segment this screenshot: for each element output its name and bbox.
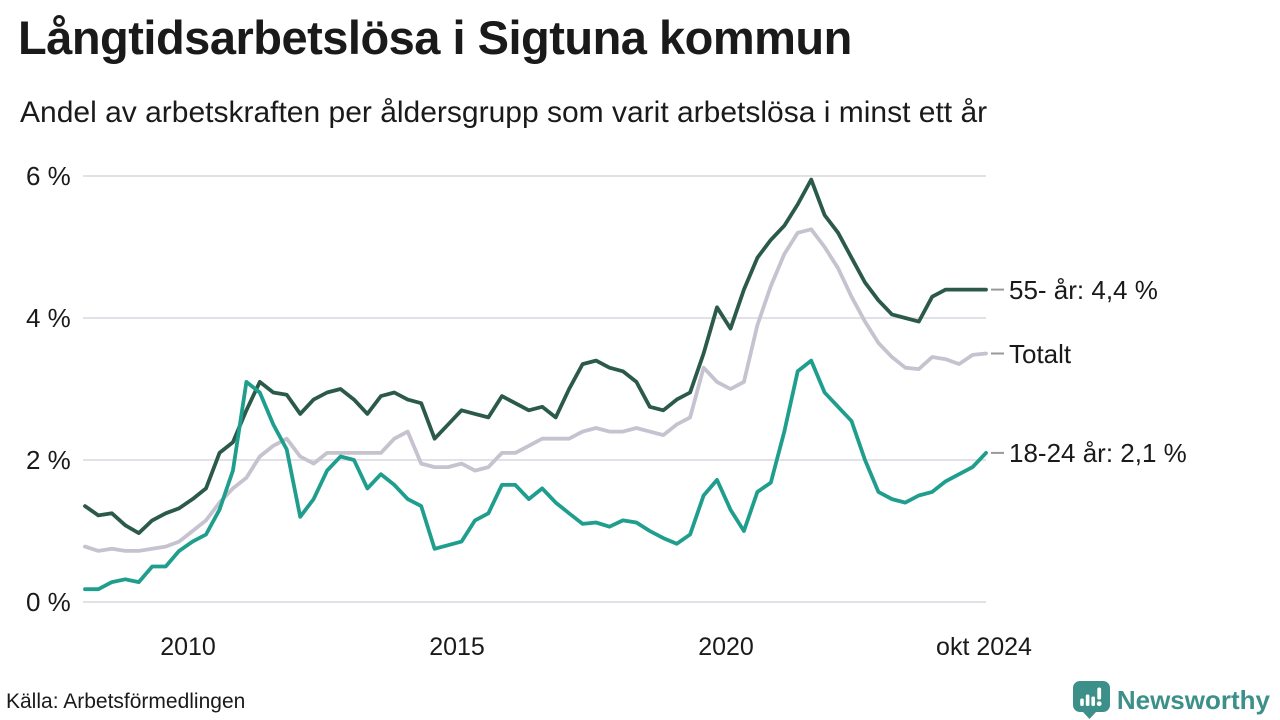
source-note: Källa: Arbetsförmedlingen — [6, 690, 246, 713]
newsworthy-logo-icon — [1072, 681, 1110, 719]
x-tick-label-2020: 2020 — [698, 633, 754, 661]
newsworthy-logo: Newsworthy — [1072, 681, 1270, 719]
y-tick-label-6: 6 % — [26, 161, 71, 191]
chart-title: Långtidsarbetslösa i Sigtuna kommun — [18, 11, 852, 64]
x-tick-label-okt-2024: okt 2024 — [936, 633, 1032, 661]
series-end-label-age-18-24: 18-24 år: 2,1 % — [1009, 437, 1187, 468]
y-tick-label-4: 4 % — [26, 303, 71, 333]
series-end-label-total: Totalt — [1009, 338, 1072, 369]
x-tick-label-2015: 2015 — [429, 633, 485, 661]
y-tick-label-2: 2 % — [26, 445, 71, 475]
newsworthy-logo-text: Newsworthy — [1116, 684, 1270, 715]
series-line-age-18-24 — [83, 358, 988, 592]
y-tick-label-0: 0 % — [26, 587, 71, 617]
x-tick-label-2010: 2010 — [160, 633, 216, 661]
series-end-label-age-55-plus: 55- år: 4,4 % — [1009, 274, 1158, 305]
series-line-total — [83, 227, 988, 553]
chart-subtitle: Andel av arbetskraften per åldersgrupp s… — [20, 96, 988, 129]
series-line-age-55-plus — [83, 177, 988, 535]
